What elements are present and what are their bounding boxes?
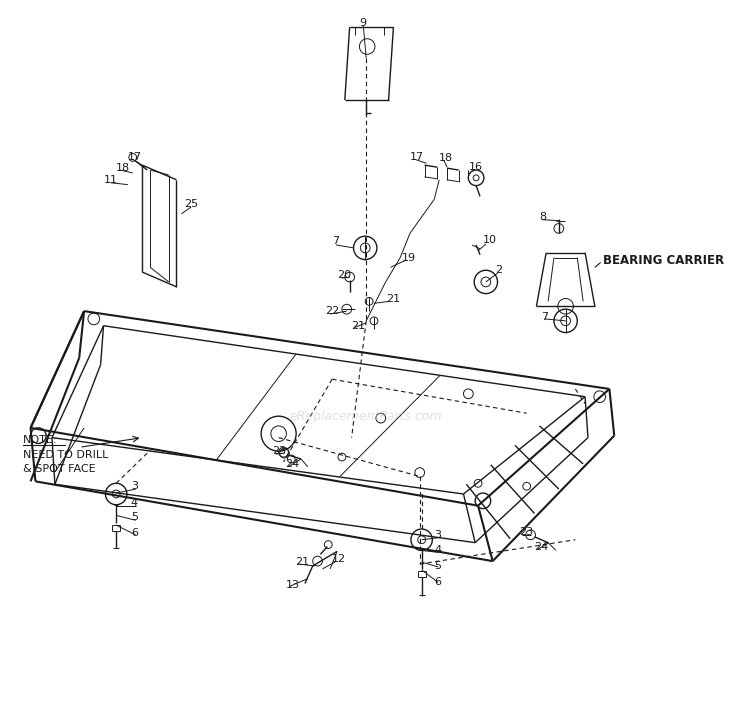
Text: 19: 19 xyxy=(402,253,416,263)
Text: 21: 21 xyxy=(352,321,366,331)
Text: 22: 22 xyxy=(326,306,340,316)
Text: 23: 23 xyxy=(519,527,533,537)
Text: 20: 20 xyxy=(337,270,351,280)
Text: 24: 24 xyxy=(535,541,549,552)
Text: BEARING CARRIER: BEARING CARRIER xyxy=(602,254,724,267)
Text: 6: 6 xyxy=(434,576,441,587)
Text: 10: 10 xyxy=(483,235,497,245)
Text: 21: 21 xyxy=(296,557,309,567)
Text: 11: 11 xyxy=(104,175,118,185)
Text: 24: 24 xyxy=(286,459,300,469)
Text: 5: 5 xyxy=(434,561,441,571)
Text: 13: 13 xyxy=(286,581,299,590)
Text: 3: 3 xyxy=(130,482,138,491)
Text: 18: 18 xyxy=(116,163,130,173)
Text: 18: 18 xyxy=(440,153,453,164)
Text: 8: 8 xyxy=(539,212,547,222)
Text: 23: 23 xyxy=(272,446,286,456)
Text: 16: 16 xyxy=(468,162,482,172)
Text: 17: 17 xyxy=(410,152,424,162)
Text: 3: 3 xyxy=(434,530,441,540)
Text: 5: 5 xyxy=(130,512,138,522)
Text: 21: 21 xyxy=(386,294,400,305)
Text: 4: 4 xyxy=(130,498,138,508)
Text: 2: 2 xyxy=(496,265,502,275)
Text: & SPOT FACE: & SPOT FACE xyxy=(22,464,95,474)
Text: NEED TO DRILL: NEED TO DRILL xyxy=(22,450,108,460)
Text: 7: 7 xyxy=(542,312,548,322)
Text: 1: 1 xyxy=(50,464,57,474)
Text: 25: 25 xyxy=(184,199,199,209)
Text: 17: 17 xyxy=(128,152,142,162)
Text: 6: 6 xyxy=(130,528,138,538)
Text: 12: 12 xyxy=(332,554,346,564)
Text: 9: 9 xyxy=(359,18,367,28)
Text: 4: 4 xyxy=(434,545,442,555)
Text: NOTE:: NOTE: xyxy=(22,435,57,446)
Text: 7: 7 xyxy=(332,236,339,246)
Text: eReplacementParts.com: eReplacementParts.com xyxy=(290,410,442,423)
